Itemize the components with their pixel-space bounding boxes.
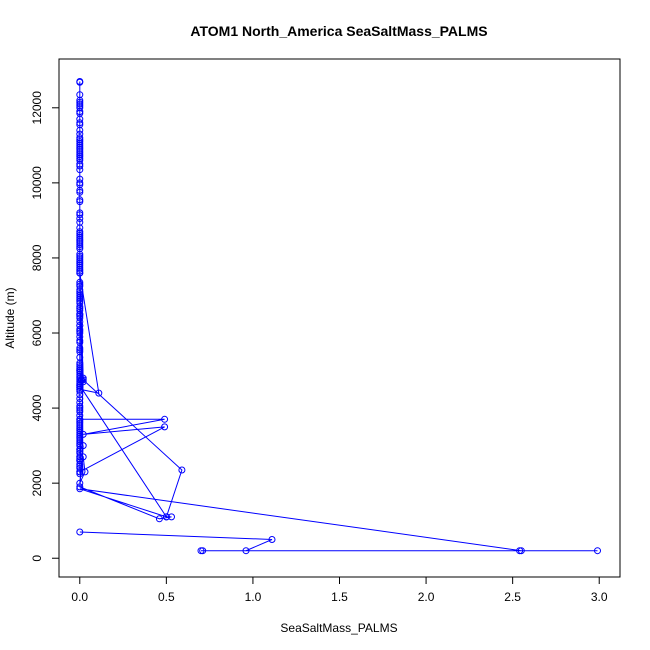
data-point [76, 265, 84, 273]
x-tick-label: 0.0 [71, 590, 88, 604]
data-point [76, 119, 84, 127]
data-point [197, 547, 205, 555]
data-point [76, 344, 84, 352]
data-point [76, 303, 84, 311]
data-point [81, 468, 89, 476]
data-point [76, 278, 84, 286]
data-point [76, 329, 84, 337]
data-point [76, 528, 84, 536]
data-point [76, 382, 84, 390]
y-tick-label: 10000 [30, 166, 44, 200]
y-axis: 0 2000 4000 6000 8000 10000 12000 [30, 91, 60, 562]
data-point [76, 367, 84, 375]
x-tick-label: 2.0 [418, 590, 435, 604]
x-axis: 0.0 0.5 1.0 1.5 2.0 2.5 3.0 [71, 576, 608, 604]
data-point [76, 460, 84, 468]
data-point [76, 318, 84, 326]
data-point [76, 485, 84, 493]
data-point [76, 78, 84, 86]
data-point [76, 310, 84, 318]
data-point [76, 267, 84, 275]
data-point [76, 186, 84, 194]
x-tick-label: 0.5 [158, 590, 175, 604]
data-point [76, 293, 84, 301]
data-point [76, 198, 84, 206]
data-point [594, 547, 601, 555]
data-point [76, 453, 84, 461]
data-point [76, 162, 84, 170]
data-point [95, 389, 103, 397]
data-point [76, 241, 84, 249]
y-tick-label: 4000 [30, 394, 44, 421]
data-point [79, 430, 87, 438]
data-point [178, 466, 186, 474]
data-point [76, 333, 84, 341]
data-point [242, 547, 250, 555]
data-point [76, 385, 84, 393]
y-tick-label: 8000 [30, 244, 44, 271]
data-point [76, 100, 84, 108]
y-axis-label: Altitude (m) [3, 287, 17, 348]
x-axis-label: SeaSaltMass_PALMS [280, 621, 397, 635]
data-point [76, 408, 84, 416]
data-point [76, 404, 84, 412]
data-series [76, 78, 601, 555]
data-point [76, 166, 84, 174]
data-point [79, 376, 87, 384]
data-point [79, 453, 87, 461]
data-point [76, 346, 84, 354]
y-tick-label: 12000 [30, 91, 44, 125]
data-point [76, 468, 84, 476]
data-point [76, 314, 84, 322]
y-tick-label: 0 [30, 555, 44, 562]
y-tick-label: 6000 [30, 319, 44, 346]
y-tick-label: 2000 [30, 469, 44, 496]
x-tick-label: 1.5 [331, 590, 348, 604]
data-point [268, 536, 276, 543]
data-point [168, 513, 175, 521]
chart-title: ATOM1 North_America SeaSaltMass_PALMS [190, 23, 487, 39]
x-tick-label: 1.0 [245, 590, 262, 604]
data-point [76, 322, 84, 329]
data-point [161, 423, 169, 431]
data-point [76, 395, 84, 403]
data-point [76, 337, 84, 344]
data-point [161, 415, 169, 423]
data-point [76, 415, 84, 423]
x-tick-label: 2.5 [504, 590, 521, 604]
data-point [76, 243, 84, 251]
data-point [76, 269, 84, 277]
data-point [155, 515, 163, 523]
data-point [516, 547, 524, 555]
data-point [79, 442, 87, 450]
data-point [76, 483, 84, 491]
data-point [76, 153, 84, 161]
data-point [162, 513, 170, 521]
data-point [76, 215, 84, 222]
data-point [76, 188, 84, 196]
x-tick-label: 3.0 [591, 590, 608, 604]
data-point [76, 126, 84, 134]
data-point [76, 211, 84, 219]
